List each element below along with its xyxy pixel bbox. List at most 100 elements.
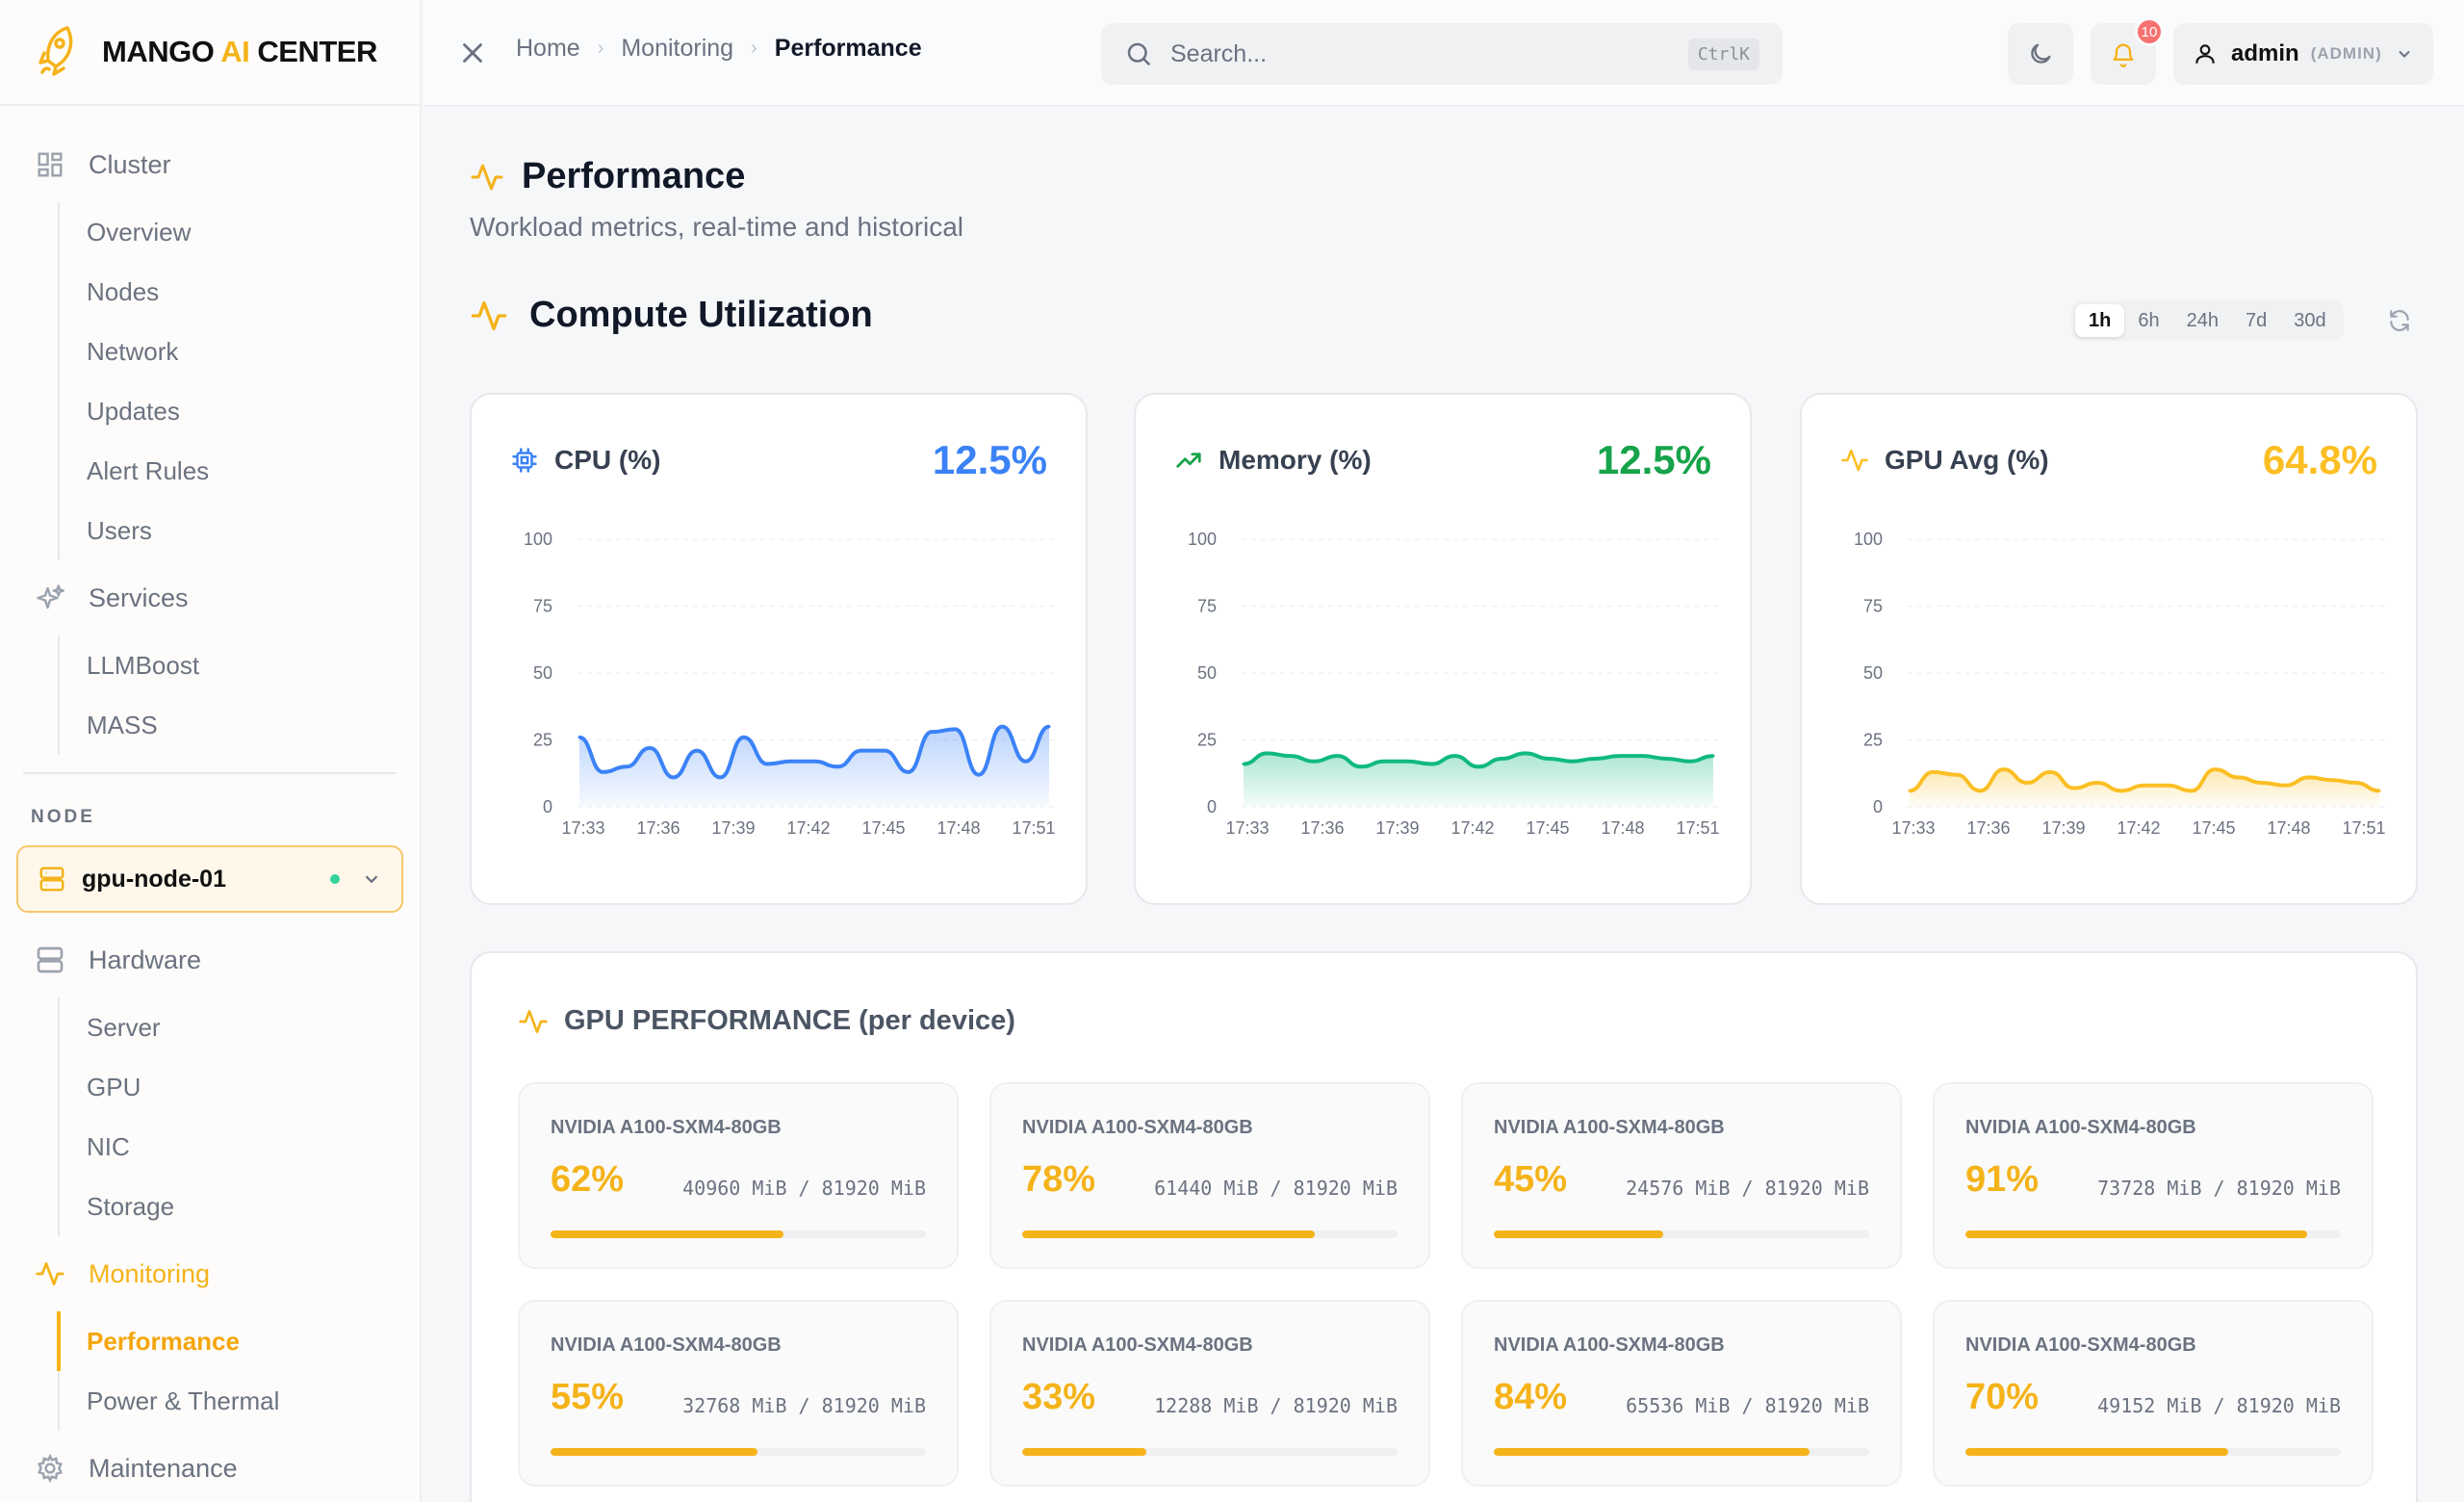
sparkles-icon bbox=[35, 583, 65, 613]
range-7d-button[interactable]: 7d bbox=[2245, 309, 2268, 331]
sidebar-item-alert-rules[interactable]: Alert Rules bbox=[87, 455, 210, 485]
data-point bbox=[2283, 784, 2287, 788]
refresh-icon[interactable] bbox=[2387, 308, 2412, 333]
range-30d-button[interactable]: 30d bbox=[2294, 309, 2326, 331]
sidebar-item-nic[interactable]: NIC bbox=[87, 1131, 130, 1161]
data-point bbox=[883, 749, 886, 753]
x-tick-label: 17:33 bbox=[1891, 818, 1935, 838]
data-point bbox=[2213, 767, 2217, 771]
gpu-utilization: 78% bbox=[1022, 1159, 1096, 1200]
data-point bbox=[930, 730, 934, 734]
cpu-metric-card: CPU (%) 12.5% 0 25 50 75 100 17:33 17:36 17:39 1… bbox=[470, 393, 1088, 905]
data-point bbox=[718, 775, 722, 779]
gpu-device-card[interactable]: NVIDIA A100-SXM4-80GB 78% 61440 MiB / 8192… bbox=[989, 1082, 1430, 1269]
nav-section-label: Maintenance bbox=[89, 1453, 238, 1483]
range-24h-button[interactable]: 24h bbox=[2186, 309, 2219, 331]
nav-group-hardware: Server GPU NIC Storage bbox=[58, 997, 420, 1236]
sidebar-item-storage[interactable]: Storage bbox=[87, 1191, 175, 1221]
gpu-utilization-bar-fill bbox=[1022, 1230, 1316, 1238]
sidebar-item-server[interactable]: Server bbox=[87, 1012, 161, 1042]
gpu-device-card[interactable]: NVIDIA A100-SXM4-80GB 55% 32768 MiB / 8192… bbox=[518, 1300, 959, 1487]
data-point bbox=[1289, 754, 1293, 758]
gpu-device-card[interactable]: NVIDIA A100-SXM4-80GB 91% 73728 MiB / 8192… bbox=[1933, 1082, 2374, 1269]
y-tick-label: 0 bbox=[1207, 797, 1217, 816]
gpu-current-value: 64.8% bbox=[2262, 437, 2377, 482]
gpu-device-card[interactable]: NVIDIA A100-SXM4-80GB 33% 12288 MiB / 8192… bbox=[989, 1300, 1430, 1487]
gear-icon bbox=[35, 1453, 65, 1484]
y-tick-label: 0 bbox=[543, 797, 552, 816]
data-point bbox=[977, 773, 981, 777]
gpu-device-card[interactable]: NVIDIA A100-SXM4-80GB 45% 24576 MiB / 8192… bbox=[1461, 1082, 1902, 1269]
search-box[interactable]: CtrlK bbox=[1101, 23, 1783, 85]
gpu-chart: 0 25 50 75 100 17:33 17:36 17:39 17:42 17:45 17:48… bbox=[1854, 530, 2387, 838]
gpu-utilization-bar-fill bbox=[1965, 1230, 2307, 1238]
data-point bbox=[1382, 760, 1386, 764]
moon-icon bbox=[2031, 43, 2051, 64]
data-point bbox=[860, 749, 863, 753]
y-tick-label: 50 bbox=[1863, 663, 1883, 683]
x-tick-label: 17:51 bbox=[1012, 818, 1055, 838]
server-icon bbox=[39, 867, 64, 892]
nav-section-maintenance[interactable]: Maintenance bbox=[0, 1438, 420, 1498]
gpu-device-card[interactable]: NVIDIA A100-SXM4-80GB 70% 49152 MiB / 8192… bbox=[1933, 1300, 2374, 1487]
data-point bbox=[2237, 775, 2241, 779]
gpu-device-name: NVIDIA A100-SXM4-80GB bbox=[1494, 1117, 1725, 1138]
y-tick-label: 100 bbox=[524, 530, 552, 549]
brand-logo[interactable]: MANGO AI CENTER bbox=[0, 0, 420, 106]
sidebar-item-mass[interactable]: MASS bbox=[87, 710, 158, 739]
data-point bbox=[2354, 781, 2358, 785]
gpu-device-card[interactable]: NVIDIA A100-SXM4-80GB 62% 40960 MiB / 8192… bbox=[518, 1082, 959, 1269]
nav-group-cluster: Overview Nodes Network Updates Alert Rul… bbox=[58, 202, 420, 560]
data-point bbox=[1617, 754, 1621, 758]
notifications-button[interactable]: 10 bbox=[2091, 17, 2164, 85]
gpu-utilization: 84% bbox=[1494, 1377, 1568, 1417]
gpu-utilization-bar bbox=[1022, 1230, 1398, 1238]
user-name: admin bbox=[2231, 40, 2299, 66]
x-tick-label: 17:45 bbox=[861, 818, 905, 838]
range-1h-button[interactable]: 1h bbox=[2075, 304, 2125, 337]
x-tick-label: 17:48 bbox=[2267, 818, 2310, 838]
data-point bbox=[648, 746, 652, 750]
data-point bbox=[1476, 764, 1480, 768]
nav-section-monitoring[interactable]: Monitoring bbox=[0, 1244, 420, 1304]
breadcrumb-home[interactable]: Home bbox=[516, 35, 580, 62]
activity-icon bbox=[471, 300, 507, 330]
y-tick-label: 100 bbox=[1854, 530, 1883, 549]
sidebar: MANGO AI CENTER Cluster Overview Nodes N… bbox=[0, 0, 422, 1502]
node-selector[interactable]: gpu-node-01 bbox=[16, 845, 403, 913]
user-icon bbox=[2195, 44, 2215, 64]
range-6h-button[interactable]: 6h bbox=[2138, 309, 2160, 331]
sidebar-item-gpu[interactable]: GPU bbox=[87, 1072, 141, 1101]
gpu-device-name: NVIDIA A100-SXM4-80GB bbox=[551, 1117, 782, 1138]
sidebar-item-network[interactable]: Network bbox=[87, 336, 179, 366]
nav-section-label: Hardware bbox=[89, 945, 202, 974]
data-point bbox=[2002, 767, 2006, 771]
nav-section-hardware[interactable]: Hardware bbox=[0, 930, 420, 990]
sidebar-item-overview[interactable]: Overview bbox=[87, 217, 192, 246]
user-menu-button[interactable]: admin (ADMIN) bbox=[2173, 23, 2433, 85]
search-input[interactable] bbox=[1170, 39, 1688, 68]
activity-icon bbox=[35, 1258, 65, 1289]
breadcrumb-monitoring[interactable]: Monitoring bbox=[621, 35, 734, 62]
sidebar-item-users[interactable]: Users bbox=[87, 515, 152, 545]
sidebar-item-performance[interactable]: Performance bbox=[57, 1311, 420, 1371]
data-point bbox=[742, 736, 746, 739]
gpu-utilization-bar-fill bbox=[1022, 1448, 1146, 1456]
close-icon[interactable] bbox=[456, 37, 489, 69]
sidebar-item-updates[interactable]: Updates bbox=[87, 396, 180, 426]
y-tick-label: 50 bbox=[1197, 663, 1217, 683]
nav-section-cluster[interactable]: Cluster bbox=[0, 135, 420, 194]
gpu-utilization-bar bbox=[1022, 1448, 1398, 1456]
sidebar-item-llmboost[interactable]: LLMBoost bbox=[87, 650, 200, 680]
gpu-memory-usage: 40960 MiB / 81920 MiB bbox=[682, 1177, 926, 1200]
gpu-device-card[interactable]: NVIDIA A100-SXM4-80GB 84% 65536 MiB / 8192… bbox=[1461, 1300, 1902, 1487]
data-point bbox=[1955, 773, 1959, 777]
data-point bbox=[835, 764, 839, 768]
sidebar-item-nodes[interactable]: Nodes bbox=[87, 276, 160, 306]
x-tick-label: 17:33 bbox=[561, 818, 604, 838]
nav-section-services[interactable]: Services bbox=[0, 568, 420, 628]
data-point bbox=[1336, 754, 1340, 758]
theme-toggle-button[interactable] bbox=[2008, 23, 2073, 85]
card-title: GPU Avg (%) bbox=[1885, 445, 2049, 475]
sidebar-item-power-thermal[interactable]: Power & Thermal bbox=[87, 1385, 280, 1415]
